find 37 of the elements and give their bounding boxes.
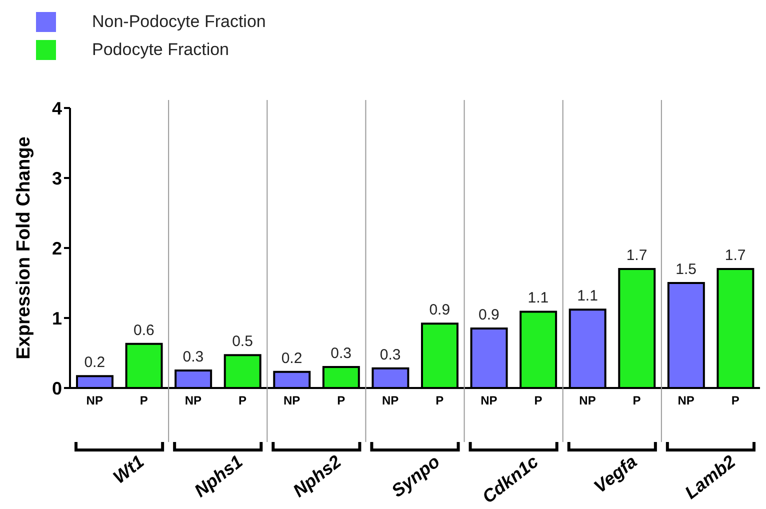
- x-tick-label: P: [632, 394, 641, 408]
- data-label: 1.7: [724, 247, 746, 264]
- data-label: 0.9: [478, 306, 500, 324]
- legend-label: Podocyte Fraction: [92, 39, 230, 61]
- data-label: 0.3: [182, 348, 204, 366]
- y-tick-label: 2: [52, 238, 62, 258]
- x-tick-label: P: [534, 394, 542, 408]
- data-label: 0.3: [380, 346, 401, 364]
- x-tick-label: NP: [283, 394, 300, 408]
- x-tick-label: NP: [86, 394, 103, 408]
- legend-label: Non-Podocyte Fraction: [92, 11, 266, 33]
- x-tick-label: NP: [579, 394, 596, 408]
- data-label: 0.2: [281, 350, 302, 367]
- data-label: 0.5: [232, 333, 253, 350]
- data-label: 0.6: [134, 322, 154, 339]
- data-label: 1.1: [577, 288, 598, 305]
- x-tick-label: P: [436, 394, 444, 408]
- data-label: 1.5: [676, 261, 696, 278]
- y-tick-label: 1: [52, 308, 62, 328]
- x-tick-label: NP: [678, 394, 694, 408]
- x-tick-label: P: [140, 394, 148, 408]
- x-tick-label: P: [337, 394, 346, 408]
- x-tick-label: NP: [382, 394, 399, 408]
- data-label: 0.9: [429, 302, 450, 319]
- data-label: 1.7: [626, 247, 648, 264]
- y-axis-title: Expression Fold Change: [14, 136, 34, 360]
- data-label: 1.1: [528, 290, 549, 307]
- y-tick-label: 3: [52, 168, 62, 188]
- data-label: 0.2: [84, 354, 106, 372]
- x-tick-label: NP: [184, 394, 202, 408]
- x-tick-label: P: [238, 394, 247, 408]
- y-tick-label: 4: [52, 98, 62, 118]
- x-tick-label: NP: [480, 394, 498, 408]
- text: Wt1: [109, 451, 148, 488]
- y-tick-label: 0: [52, 378, 62, 398]
- x-tick-label: P: [731, 394, 740, 408]
- data-label: 0.3: [330, 345, 352, 362]
